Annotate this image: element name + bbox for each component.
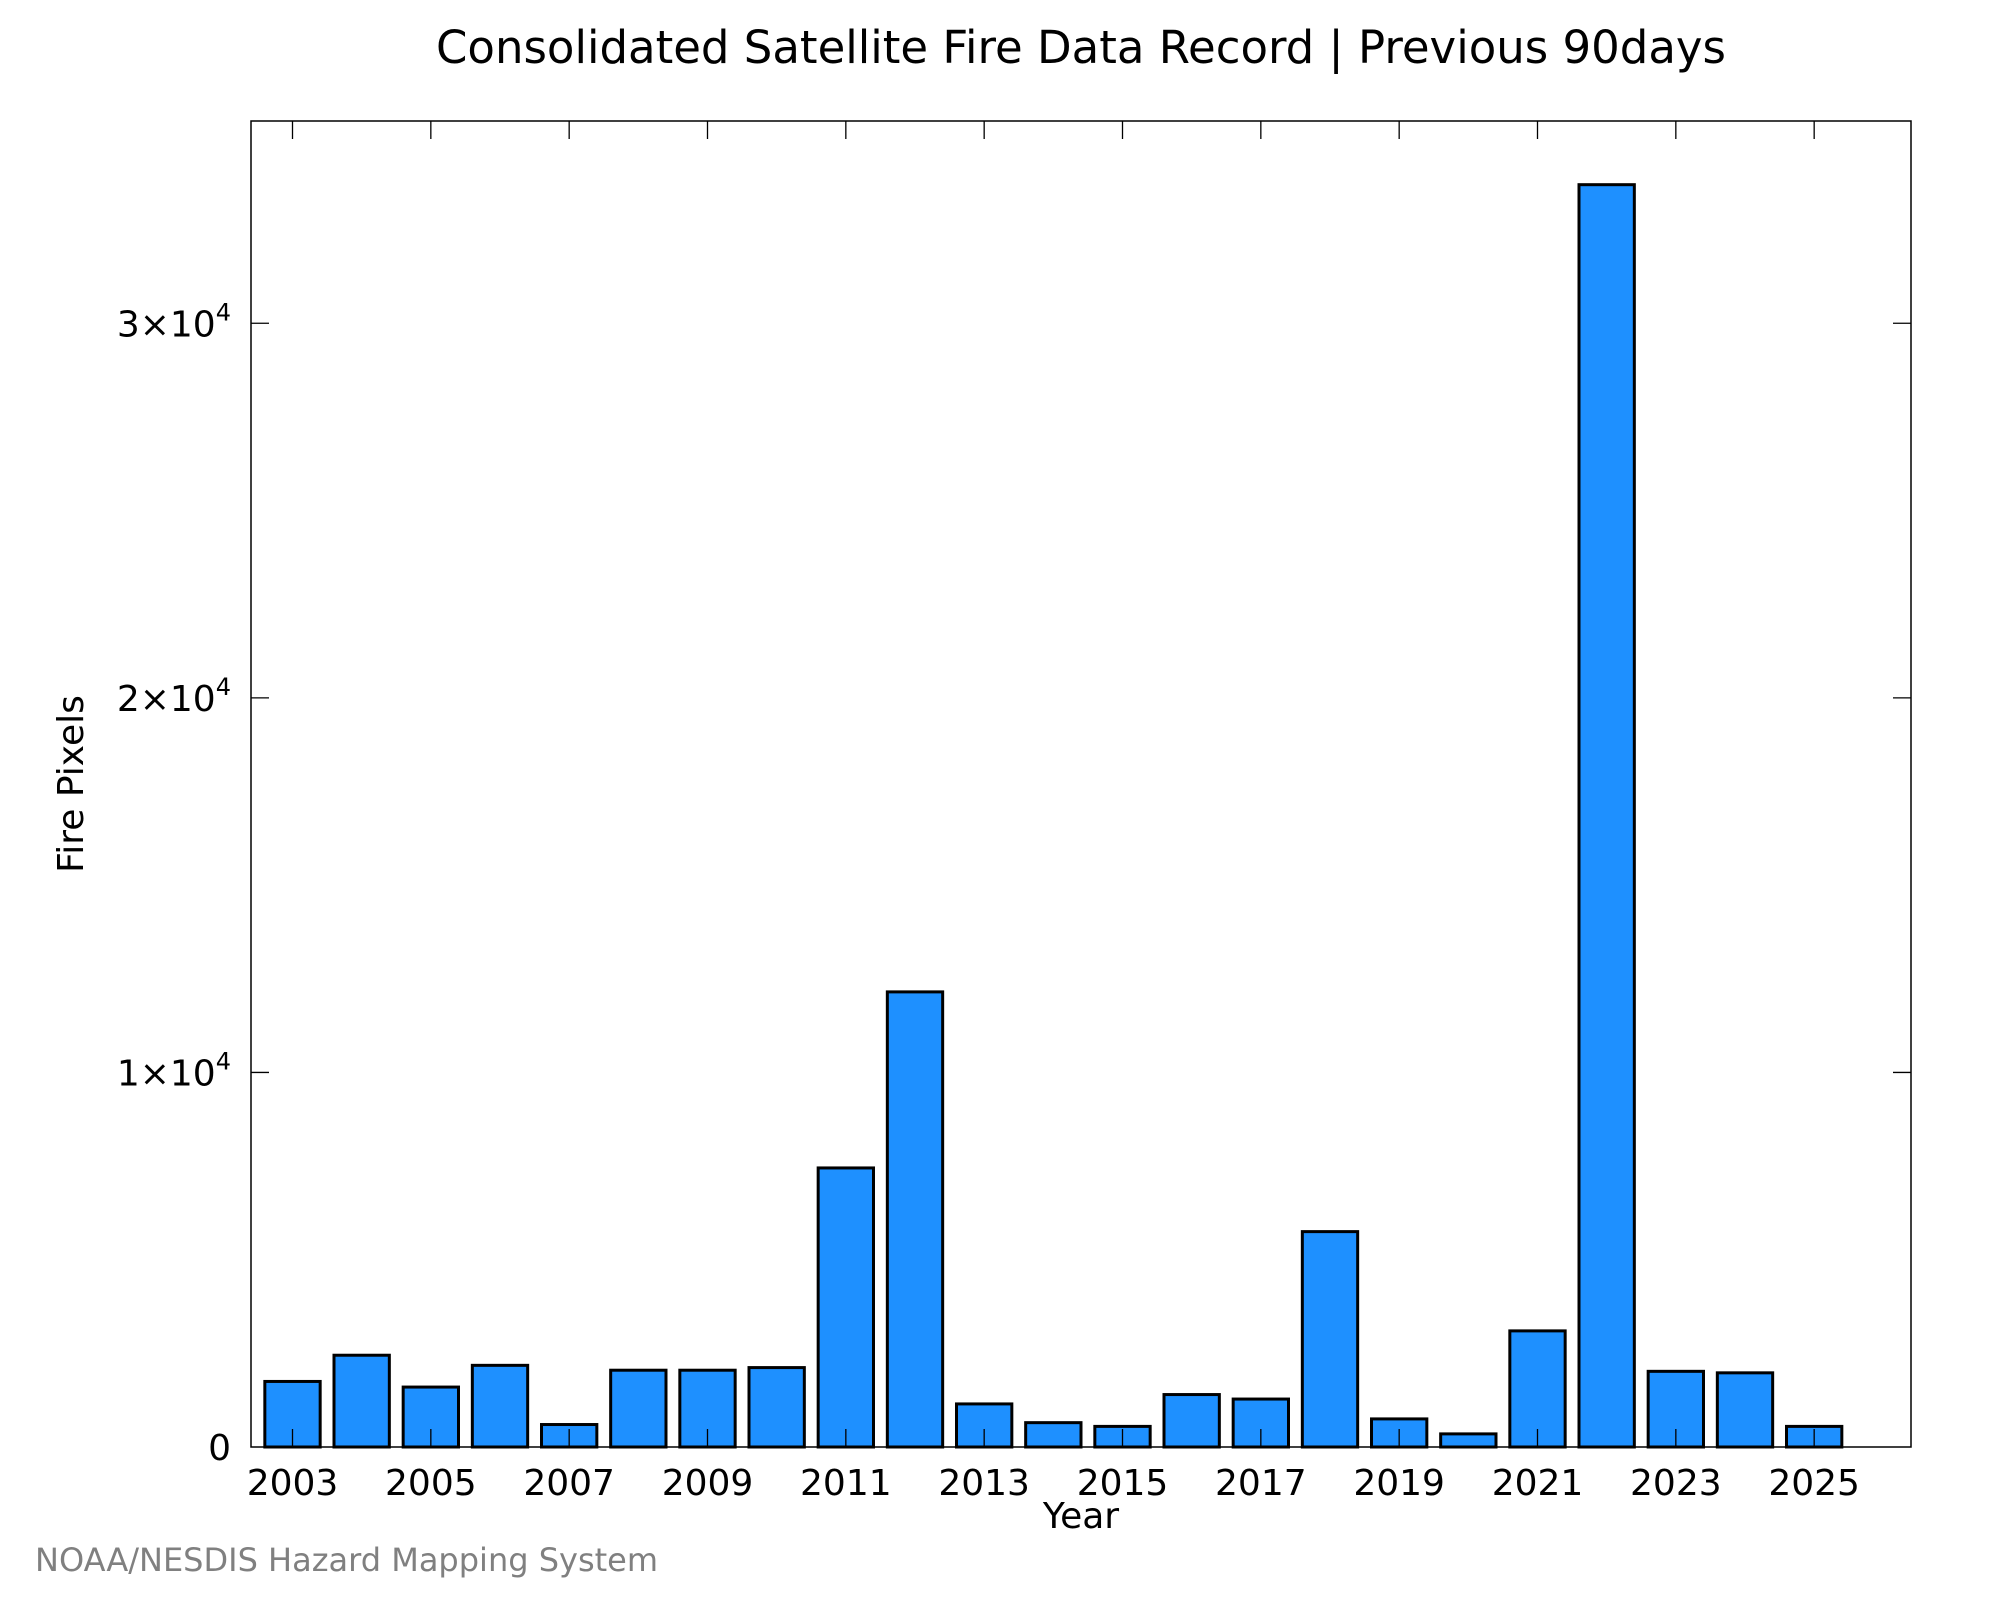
- bar-2016: [1162, 1393, 1221, 1449]
- ticks-group: [251, 121, 1911, 1447]
- x-tick-label: 2023: [1630, 1463, 1722, 1504]
- plot-frame: [250, 120, 1912, 1448]
- x-axis-label: Year: [1042, 1496, 1119, 1537]
- tick-labels-group: 2003 2005 2007 2009 2011 2013 2015 2017 2019 2021…: [117, 298, 1860, 1504]
- bar-2011: [816, 1166, 876, 1449]
- bar-2020: [1439, 1432, 1498, 1449]
- bar-2010: [747, 1366, 806, 1449]
- x-tick-label: 2011: [800, 1463, 892, 1504]
- y-tick-label: 2×104: [117, 673, 231, 720]
- bars-group: [263, 183, 1844, 1449]
- bar-2004: [332, 1353, 391, 1449]
- bar-2012: [885, 990, 945, 1449]
- x-tick-label: 2007: [523, 1463, 615, 1504]
- bar-2021: [1508, 1329, 1567, 1449]
- x-tick-label: 2005: [385, 1463, 477, 1504]
- x-tick-label: 2025: [1768, 1463, 1860, 1504]
- y-axis-label: Fire Pixels: [51, 695, 92, 873]
- x-tick-label: 2021: [1492, 1463, 1584, 1504]
- bar-2024: [1715, 1371, 1775, 1449]
- bar-2018: [1300, 1230, 1360, 1449]
- bar-2008: [609, 1368, 668, 1449]
- x-tick-label: 2003: [247, 1463, 339, 1504]
- x-tick-label: 2017: [1215, 1463, 1307, 1504]
- bar-2014: [1024, 1421, 1083, 1449]
- y-tick-label: 0: [208, 1428, 231, 1469]
- chart-title: Consolidated Satellite Fire Data Record …: [436, 21, 1726, 74]
- x-tick-label: 2019: [1353, 1463, 1445, 1504]
- x-tick-label: 2013: [938, 1463, 1030, 1504]
- bar-2022: [1577, 183, 1636, 1449]
- x-tick-label: 2009: [662, 1463, 754, 1504]
- bar-2006: [470, 1363, 530, 1449]
- source-credit: NOAA/NESDIS Hazard Mapping System: [35, 1541, 658, 1579]
- x-tick-label: 2015: [1077, 1463, 1169, 1504]
- y-tick-label: 3×104: [117, 298, 231, 345]
- y-tick-label: 1×104: [117, 1047, 231, 1094]
